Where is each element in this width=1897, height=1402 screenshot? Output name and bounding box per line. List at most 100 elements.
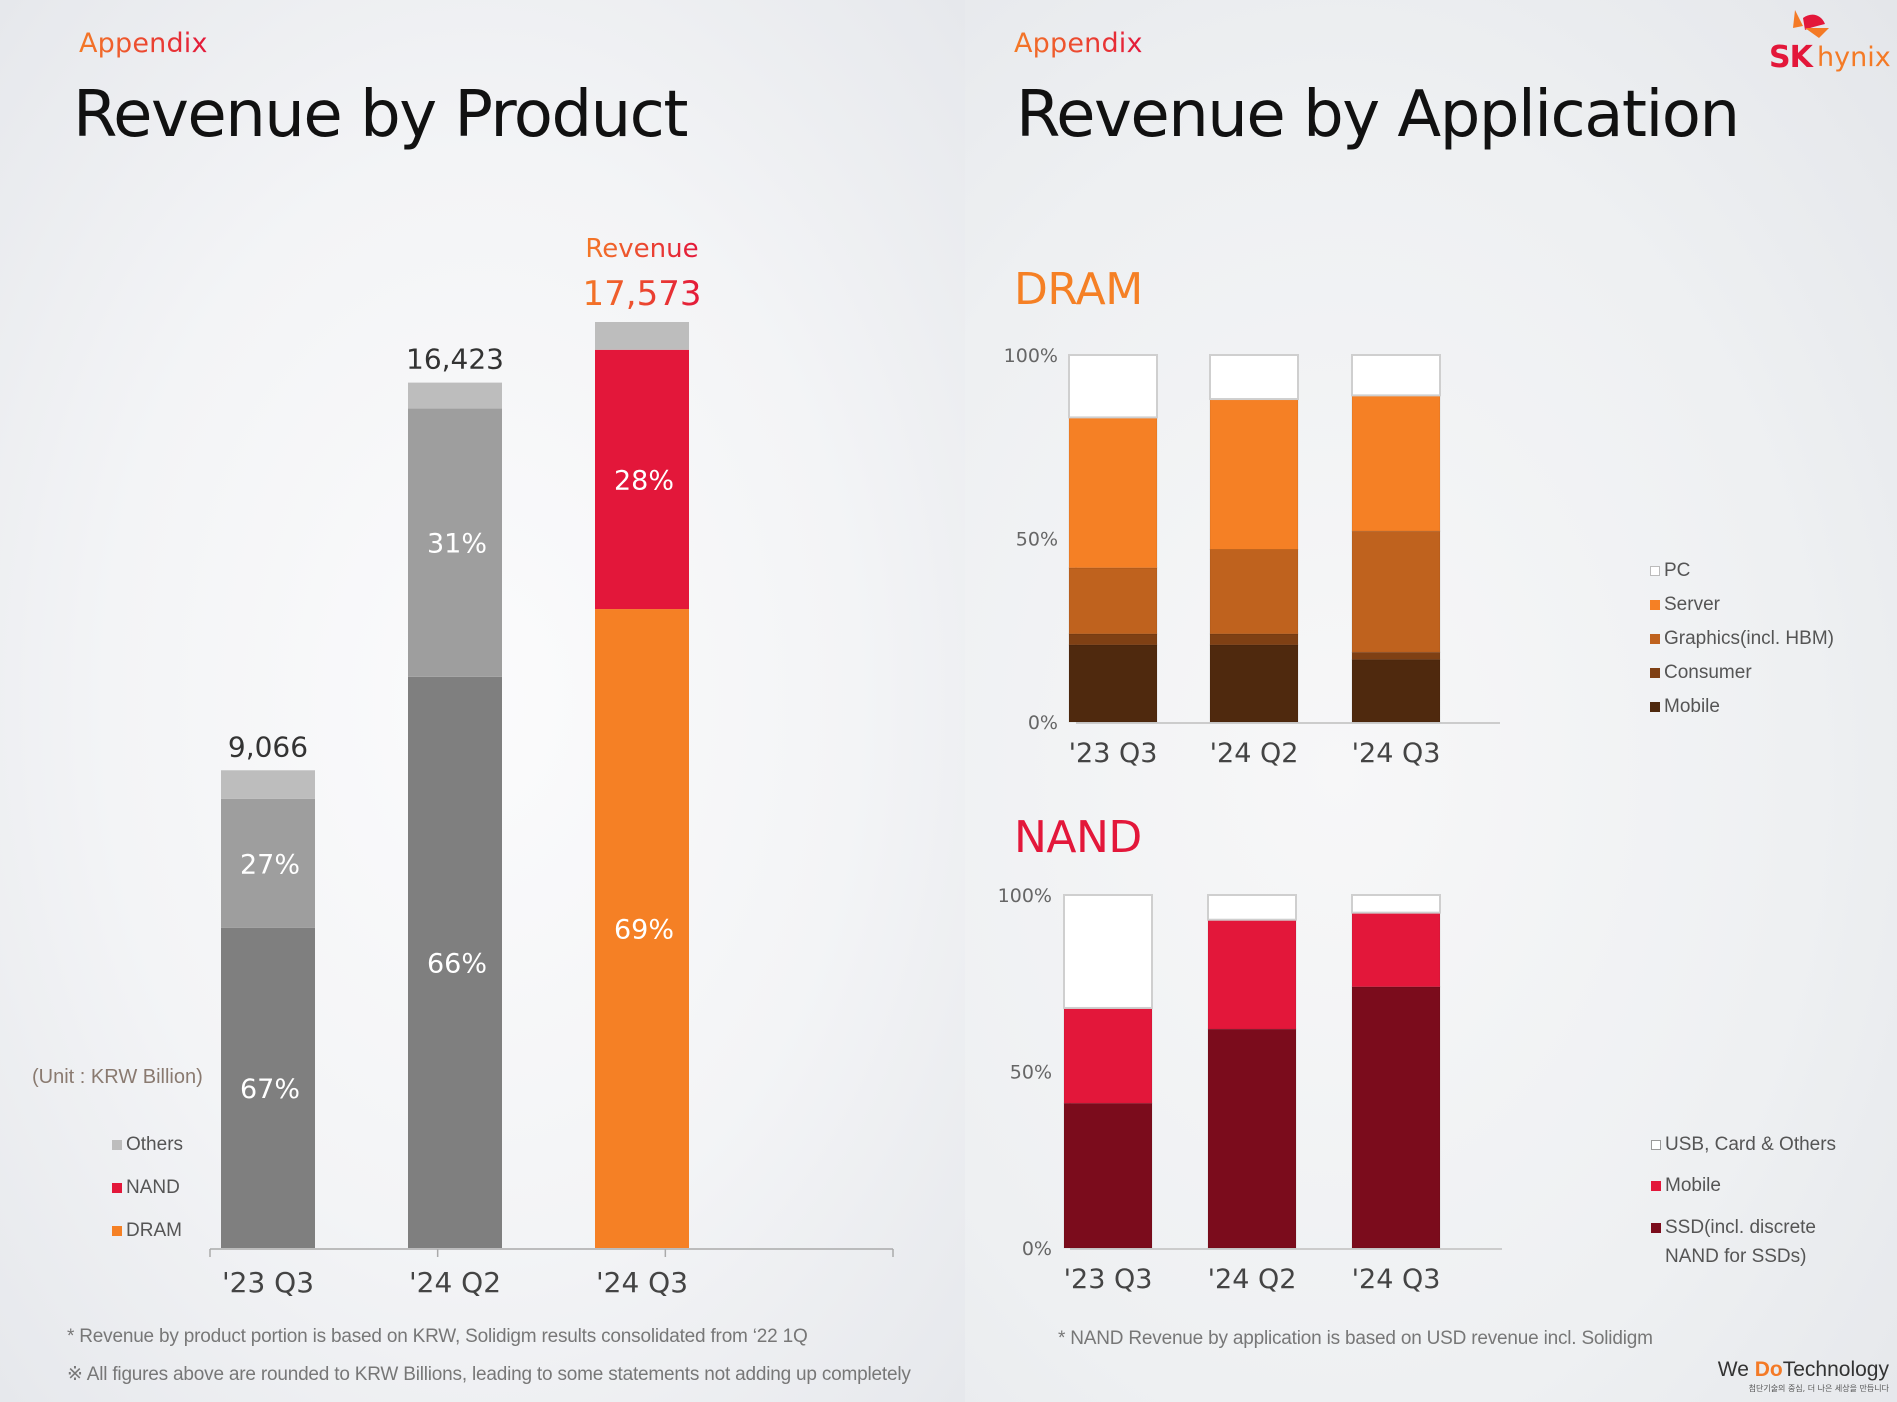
y-tick-label: 0% xyxy=(1022,1238,1052,1260)
legend-item-others: Others xyxy=(112,1134,183,1156)
revenue-highlight-label: Revenue xyxy=(585,234,698,264)
nand-heading: NAND xyxy=(1014,812,1142,863)
bar-segment-consumer xyxy=(1351,651,1441,661)
bar-segment-nand xyxy=(221,798,315,928)
footnote: ※ All figures above are rounded to KRW B… xyxy=(67,1364,911,1385)
legend-swatch-server xyxy=(1650,600,1660,610)
legend-swatch-consumer xyxy=(1650,668,1660,678)
legend-label: Mobile xyxy=(1664,696,1720,717)
legend-label: Server xyxy=(1664,594,1720,615)
legend-swatch-mobile xyxy=(1650,702,1660,712)
bar-segment-graphics-incl-hbm xyxy=(1209,549,1299,635)
sk-hynix-logo: SK hynix xyxy=(1757,8,1897,78)
legend-swatch-dram xyxy=(112,1226,122,1236)
bar-segment-pc xyxy=(1351,354,1441,397)
bar-segment-dram xyxy=(595,609,689,1248)
legend-label: Mobile xyxy=(1665,1175,1721,1196)
bar-segment-dram xyxy=(221,927,315,1248)
legend-item-dram: DRAM xyxy=(112,1220,182,1242)
slogan-korean: 첨단기술의 중심, 더 나은 세상을 만듭니다 xyxy=(1748,1384,1889,1393)
footnote: * NAND Revenue by application is based o… xyxy=(1058,1328,1653,1349)
unit-label: (Unit : KRW Billion) xyxy=(32,1066,203,1088)
dram-heading: DRAM xyxy=(1014,264,1143,315)
y-tick-label: 100% xyxy=(998,885,1052,907)
legend-swatch-graphics xyxy=(1650,634,1660,644)
bar-segment-mobile xyxy=(1209,644,1299,723)
x-tick-label: '24 Q3 xyxy=(1352,1264,1441,1295)
revenue-by-product-panel: Appendix Revenue by Product 67% 27% 9,066 '… xyxy=(0,0,965,1402)
y-tick-label: 100% xyxy=(1004,345,1058,367)
legend-swatch-usb xyxy=(1651,1140,1661,1150)
x-tick-label: '23 Q3 xyxy=(222,1266,314,1299)
slogan-do: Do xyxy=(1754,1358,1783,1381)
legend-item-nand: NAND xyxy=(112,1177,180,1199)
legend-label: PC xyxy=(1664,560,1691,581)
revenue-by-product-chart: 67% 27% 9,066 '23 Q3 66% 31% 16,423 '24 Q2 69% 28… xyxy=(209,234,894,1299)
legend-label: Graphics(incl. HBM) xyxy=(1664,628,1834,649)
legend-swatch-nand xyxy=(112,1183,122,1193)
x-tick-label: '24 Q2 xyxy=(1210,738,1299,769)
nand-by-application-chart: 0% 50% 100% '23 Q3 '24 Q2 '24 Q3 xyxy=(998,885,1502,1295)
bar-segment-usb-card-others xyxy=(1063,894,1153,1009)
page-title: Revenue by Product xyxy=(73,78,688,152)
bar-segment-server xyxy=(1209,398,1299,551)
bar-segment-ssd-incl-discrete-nand-for-ssds xyxy=(1207,1028,1297,1249)
legend-item-usb-card-others: USB, Card & Others xyxy=(1651,1134,1836,1156)
bar-segment-consumer xyxy=(1068,633,1158,646)
y-tick-label: 50% xyxy=(1010,1062,1052,1084)
dram-by-application-chart: 0% 50% 100% '23 Q3 '24 Q2 '24 Q3 xyxy=(1004,345,1500,769)
bar-total-label: 9,066 xyxy=(228,730,308,763)
slogan-pre: We xyxy=(1717,1358,1755,1381)
bar-total-label: 16,423 xyxy=(406,343,504,376)
bar-pct-label: 28% xyxy=(614,465,674,496)
bar-segment-dram xyxy=(408,676,502,1248)
appendix-label: Appendix xyxy=(79,28,208,59)
x-tick-label: '24 Q3 xyxy=(596,1266,688,1299)
footnote: * Revenue by product portion is based on… xyxy=(67,1326,808,1347)
slogan-post: Technology xyxy=(1782,1358,1889,1381)
bar-pct-label: 67% xyxy=(240,1074,300,1105)
bar-pct-label: 27% xyxy=(240,849,300,880)
legend-label: USB, Card & Others xyxy=(1665,1134,1837,1155)
bar-segment-mobile xyxy=(1063,1007,1153,1104)
bar-pct-label: 66% xyxy=(427,948,487,979)
page-title: Revenue by Application xyxy=(1016,78,1740,152)
bar-segment-server xyxy=(1068,416,1158,569)
legend-item-pc: PC xyxy=(1650,560,1690,582)
bar-segment-usb-card-others xyxy=(1351,894,1441,914)
bar-segment-usb-card-others xyxy=(1207,894,1297,921)
y-tick-label: 50% xyxy=(1016,529,1058,551)
bar-segment-server xyxy=(1351,394,1441,532)
legend-item-mobile: Mobile xyxy=(1651,1175,1721,1197)
x-tick-label: '24 Q2 xyxy=(1208,1264,1297,1295)
x-tick-label: '24 Q3 xyxy=(1352,738,1441,769)
legend-label: NAND for SSDs) xyxy=(1665,1246,1807,1267)
legend-label: NAND xyxy=(126,1177,180,1198)
legend-item-ssd-cont: NAND for SSDs) xyxy=(1665,1246,1806,1268)
appendix-label: Appendix xyxy=(1014,28,1143,59)
bar-segment-others xyxy=(595,322,689,350)
revenue-by-application-panel: Appendix Revenue by Application SK hynix… xyxy=(965,0,1897,1402)
bar-segment-others xyxy=(221,770,315,799)
y-tick-label: 0% xyxy=(1028,712,1058,734)
legend-item-consumer: Consumer xyxy=(1650,662,1752,684)
bar-segment-nand xyxy=(595,349,689,610)
logo-hynix-text: hynix xyxy=(1817,42,1891,73)
legend-swatch-others xyxy=(112,1140,122,1150)
bar-segment-consumer xyxy=(1209,633,1299,646)
bar-segment-graphics-incl-hbm xyxy=(1351,530,1441,653)
bar-segment-pc xyxy=(1068,354,1158,419)
bar-segment-ssd-incl-discrete-nand-for-ssds xyxy=(1351,986,1441,1249)
x-tick-label: '23 Q3 xyxy=(1069,738,1158,769)
legend-item-ssd: SSD(incl. discrete xyxy=(1651,1217,1816,1239)
brand-slogan: We DoTechnology 첨단기술의 중심, 더 나은 세상을 만듭니다 xyxy=(1718,1358,1889,1394)
legend-item-mobile: Mobile xyxy=(1650,696,1720,718)
logo-sk-text: SK xyxy=(1769,40,1813,75)
bar-pct-label: 69% xyxy=(614,915,674,946)
bar-segment-mobile xyxy=(1351,659,1441,723)
bar-segment-graphics-incl-hbm xyxy=(1068,567,1158,635)
legend-item-server: Server xyxy=(1650,594,1720,616)
legend-label: Consumer xyxy=(1664,662,1752,683)
bar-segment-ssd-incl-discrete-nand-for-ssds xyxy=(1063,1102,1153,1249)
bar-segment-mobile xyxy=(1068,644,1158,723)
